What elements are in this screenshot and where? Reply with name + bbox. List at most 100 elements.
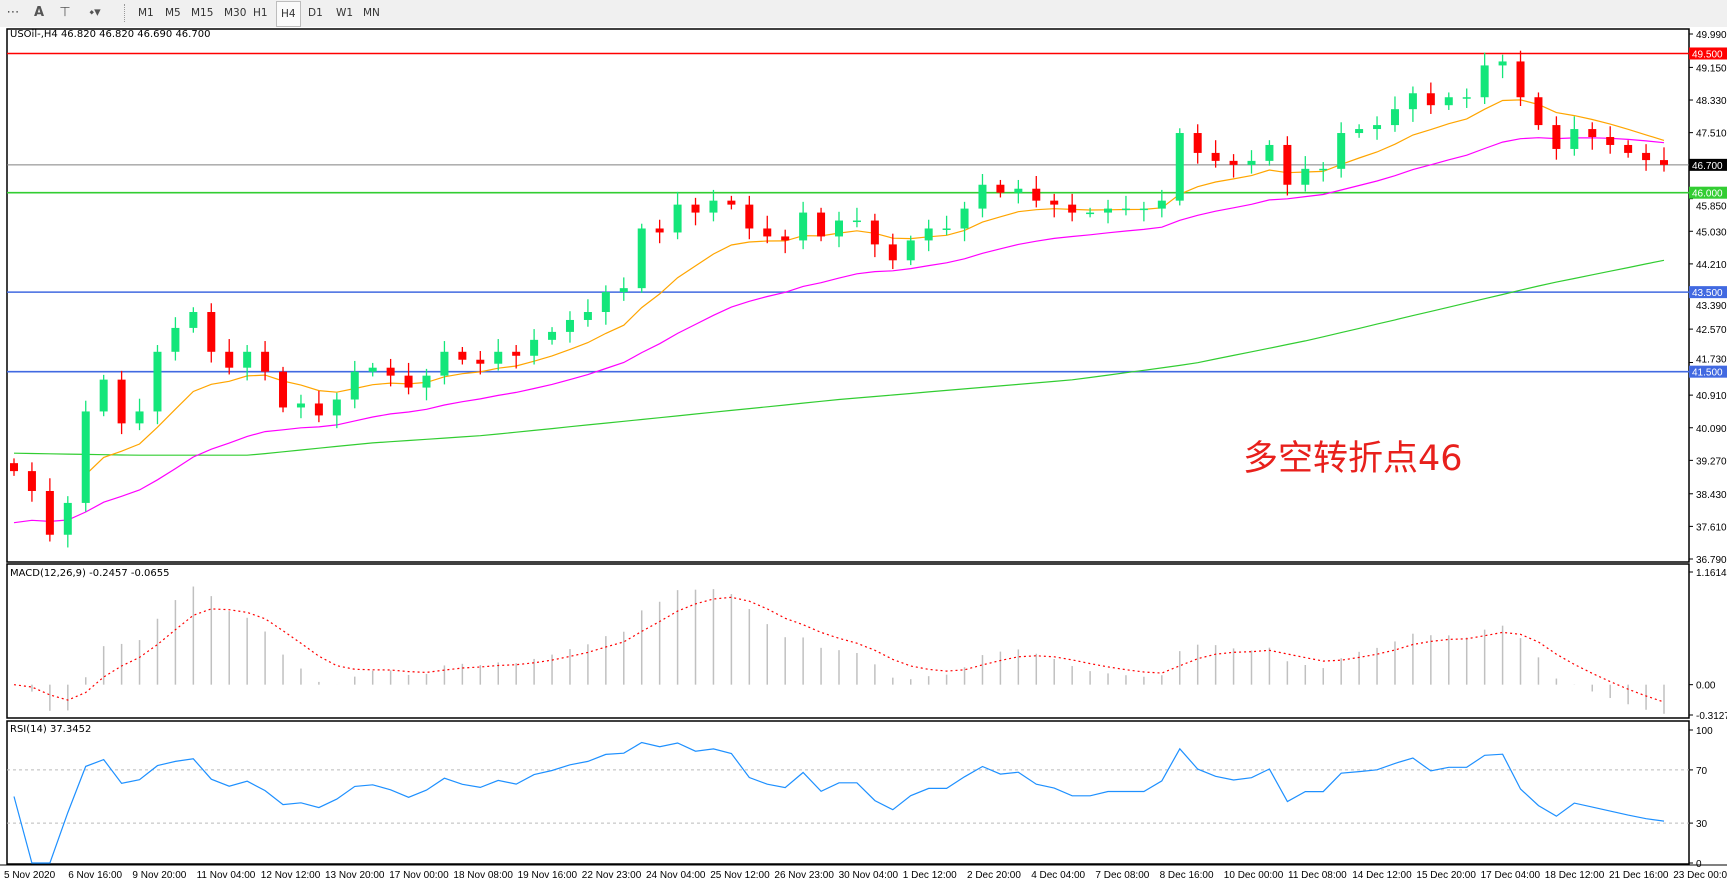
candle	[1265, 140, 1274, 166]
candle	[1014, 179, 1023, 204]
timeframe-h1-button[interactable]: H1	[253, 7, 268, 19]
candle	[1660, 147, 1668, 172]
candle-body	[314, 403, 323, 416]
toolbar: ⋯ A ⊤ ⬩▾ M1 M5 M15 M30 H1 H4 D1 W1 MN	[0, 0, 1727, 28]
candle-body	[1068, 204, 1077, 213]
candle	[386, 358, 395, 387]
candle-body	[1104, 208, 1113, 213]
timeframe-m30-button[interactable]: M30	[224, 7, 247, 19]
level-badge	[1689, 186, 1727, 199]
candle-body	[153, 351, 162, 412]
candle-body	[404, 375, 413, 388]
candle-body	[1032, 188, 1041, 201]
candle	[1337, 122, 1346, 178]
time-axis-label: 9 Nov 20:00	[132, 870, 187, 881]
candle	[978, 174, 987, 218]
candle-body	[530, 339, 539, 356]
price-axis-label: 36.790	[1696, 555, 1727, 566]
candle	[1570, 116, 1579, 156]
price-axis-label: 39.270	[1696, 456, 1727, 467]
grid-f-icon[interactable]: ⋯	[6, 5, 20, 20]
candle-body	[601, 292, 610, 313]
candle-body	[655, 228, 664, 233]
price-axis-label: 41.730	[1696, 355, 1727, 366]
chart-annotation: 多空转折点46	[1243, 439, 1463, 479]
candle	[279, 366, 288, 413]
rsi-line	[13, 741, 1665, 864]
candle-body	[225, 351, 234, 368]
candle-body	[960, 208, 969, 229]
candle-body	[978, 184, 987, 209]
candle-body	[852, 220, 861, 223]
timeframe-h4-button[interactable]: H4	[276, 1, 301, 27]
macd-pane-border	[6, 563, 1690, 719]
current-price-label: 46.700	[1692, 161, 1723, 172]
timeframe-mn-button[interactable]: MN	[363, 7, 380, 19]
candle	[1104, 199, 1113, 224]
time-axis-label: 2 Dec 20:00	[967, 870, 1021, 881]
price-axis-label: 44.210	[1696, 260, 1727, 271]
time-axis-label: 25 Nov 12:00	[710, 870, 770, 881]
candle-body	[637, 228, 646, 289]
candle	[1193, 124, 1202, 164]
candle-body	[189, 312, 198, 328]
candle-body	[1642, 152, 1651, 161]
macd-axis-label: -0.3127	[1696, 711, 1727, 722]
candle-body	[1319, 168, 1328, 171]
candle	[45, 478, 54, 542]
price-axis-label: 49.150	[1696, 63, 1727, 74]
candle	[1121, 195, 1130, 216]
candle	[1139, 201, 1148, 222]
time-axis-label: 11 Dec 08:00	[1288, 870, 1347, 881]
candle	[296, 394, 305, 419]
rsi-pane-border	[6, 720, 1690, 865]
candle-body	[1211, 152, 1220, 161]
candle	[1050, 193, 1059, 218]
candle-body	[243, 351, 252, 368]
candle-body	[1660, 160, 1668, 165]
current-price-badge	[1689, 158, 1727, 171]
candle-body	[996, 184, 1005, 193]
candle-body	[1426, 93, 1435, 106]
timeframe-w1-button[interactable]: W1	[336, 7, 354, 19]
level-badge	[1689, 47, 1727, 60]
price-axis-label: 49.990	[1696, 30, 1727, 41]
shapes-icon[interactable]: ⬩▾	[89, 5, 101, 20]
time-axis-label: 21 Dec 16:00	[1609, 870, 1669, 881]
text-box-icon[interactable]: ⊤	[59, 5, 71, 20]
candle-body	[906, 240, 915, 261]
candle	[10, 458, 18, 476]
level-badge	[1689, 286, 1727, 299]
candle-body	[548, 331, 557, 340]
candle	[1426, 82, 1435, 114]
candle	[745, 195, 754, 240]
candle-body	[1229, 160, 1238, 165]
candle-body	[422, 375, 431, 388]
timeframe-m5-button[interactable]: M5	[165, 7, 181, 19]
candle	[619, 277, 628, 301]
candle	[1229, 154, 1238, 178]
candle	[852, 207, 861, 228]
candle	[1480, 52, 1489, 104]
candle-body	[1552, 125, 1561, 149]
candle	[117, 370, 126, 435]
candle-body	[763, 228, 772, 237]
ma-slow-line	[13, 259, 1665, 456]
candle	[332, 392, 341, 429]
rsi-title: RSI(14) 37.3452	[10, 724, 92, 735]
candle-body	[709, 200, 718, 213]
timeframe-d1-button[interactable]: D1	[308, 7, 323, 19]
timeframe-m15-button[interactable]: M15	[191, 7, 214, 19]
text-a-icon[interactable]: A	[33, 5, 45, 20]
timeframe-m1-button[interactable]: M1	[138, 7, 154, 19]
chart-canvas[interactable]: 49.990 49.150 48.330 47.510 45.850 45.030 44.2…	[0, 27, 1727, 893]
rsi-axis-label: 100	[1696, 726, 1713, 737]
toolbar-separator	[124, 4, 127, 22]
price-axis-label: 38.430	[1696, 490, 1727, 501]
time-axis-label: 4 Dec 04:00	[1031, 870, 1086, 881]
candle-body	[799, 212, 808, 241]
candle-body	[1498, 61, 1507, 66]
candle	[1534, 92, 1543, 130]
time-axis-label: 11 Nov 04:00	[196, 870, 256, 881]
candle	[691, 197, 700, 226]
